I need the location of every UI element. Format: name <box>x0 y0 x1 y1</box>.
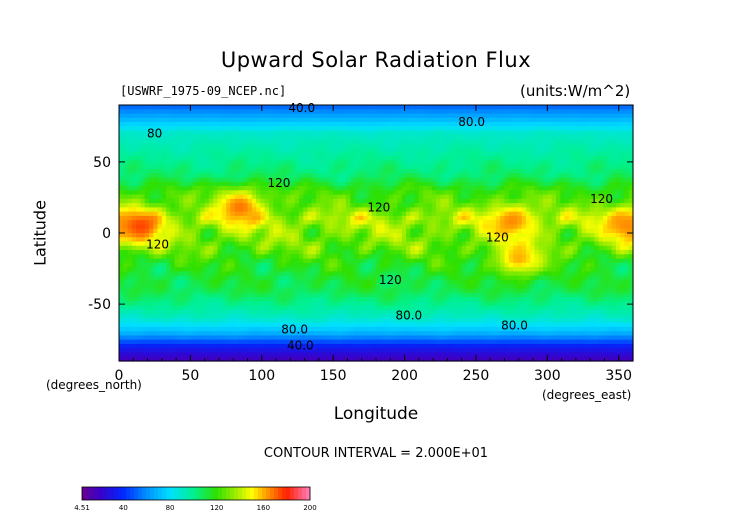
x-tick-label-5: 250 <box>463 368 490 384</box>
x-tick-label-6: 300 <box>534 368 561 384</box>
colorbar-tick-label-5: 200 <box>303 504 316 512</box>
x-tick-label-3: 150 <box>320 368 347 384</box>
colorbar-swatch <box>278 487 283 500</box>
colorbar-swatch <box>94 487 99 500</box>
y-tick-label-2: 50 <box>93 155 111 171</box>
colorbar-swatch <box>134 487 139 500</box>
y-unit-note: (degrees_east) <box>542 388 632 402</box>
colorbar-swatch <box>306 487 311 500</box>
contour-label-10: 80.0 <box>501 318 528 332</box>
contour-interval-label: CONTOUR INTERVAL = 2.000E+01 <box>263 446 489 461</box>
colorbar-tick-label-4: 160 <box>257 504 270 512</box>
colorbar-swatch <box>146 487 151 500</box>
colorbar-swatch <box>194 487 199 500</box>
source-file-label: [USWRF_1975-09_NCEP.nc] <box>120 84 287 98</box>
colorbar-tick-label-3: 120 <box>210 504 223 512</box>
colorbar-swatch <box>250 487 255 500</box>
colorbar-swatch <box>290 487 295 500</box>
contour-label-4: 120 <box>367 200 390 214</box>
contour-label-6: 120 <box>146 237 169 251</box>
colorbar-swatch <box>86 487 91 500</box>
colorbar-swatch <box>270 487 275 500</box>
colorbar-swatch <box>182 487 187 500</box>
contour-label-2: 80 <box>147 126 162 140</box>
colorbar-swatch <box>298 487 303 500</box>
colorbar-swatch <box>170 487 175 500</box>
colorbar-swatch <box>238 487 243 500</box>
contour-label-1: 80.0 <box>458 115 485 129</box>
colorbar-swatch <box>190 487 195 500</box>
contour-label-9: 80.0 <box>395 308 422 322</box>
colorbar-swatch <box>226 487 231 500</box>
colorbar-swatch <box>218 487 223 500</box>
colorbar-swatch <box>158 487 163 500</box>
colorbar-tick-label-2: 80 <box>166 504 175 512</box>
units-label: (units:W/m^2) <box>520 82 631 100</box>
colorbar-swatch <box>262 487 267 500</box>
colorbar-swatch <box>246 487 251 500</box>
colorbar-swatch <box>266 487 271 500</box>
y-tick-label-0: -50 <box>88 297 111 313</box>
colorbar-swatch <box>98 487 103 500</box>
colorbar-swatch <box>254 487 259 500</box>
contour-label-8: 120 <box>379 273 402 287</box>
colorbar-swatch <box>166 487 171 500</box>
x-tick-label-1: 50 <box>181 368 199 384</box>
colorbar-swatch <box>82 487 87 500</box>
colorbar-swatch <box>126 487 131 500</box>
contour-label-5: 120 <box>590 192 613 206</box>
colorbar-swatch <box>122 487 127 500</box>
colorbar-swatch <box>178 487 183 500</box>
contour-label-7: 120 <box>486 230 509 244</box>
colorbar-swatch <box>274 487 279 500</box>
colorbar-swatch <box>242 487 247 500</box>
x-tick-label-2: 100 <box>248 368 275 384</box>
colorbar-swatch <box>138 487 143 500</box>
contour-label-0: 40.0 <box>288 101 315 115</box>
colorbar-frame <box>81 486 311 501</box>
colorbar-swatch <box>142 487 147 500</box>
colorbar-swatch <box>174 487 179 500</box>
colorbar-swatch <box>162 487 167 500</box>
colorbar-swatch <box>258 487 263 500</box>
colorbar-swatch <box>154 487 159 500</box>
x-tick-label-0: 0 <box>115 368 124 384</box>
x-tick-label-7: 350 <box>605 368 632 384</box>
colorbar-swatch <box>214 487 219 500</box>
colorbar-swatch <box>302 487 307 500</box>
colorbar-swatch <box>210 487 215 500</box>
colorbar-swatch <box>222 487 227 500</box>
colorbar-swatch <box>186 487 191 500</box>
colorbar-swatch <box>206 487 211 500</box>
colorbar-swatch <box>114 487 119 500</box>
colorbar-swatch <box>230 487 235 500</box>
contour-label-3: 120 <box>267 176 290 190</box>
colorbar-swatch <box>150 487 155 500</box>
colorbar-swatch <box>110 487 115 500</box>
colorbar-swatch <box>202 487 207 500</box>
colorbar <box>81 486 311 501</box>
colorbar-swatch <box>130 487 135 500</box>
x-axis-label: Longitude <box>333 404 419 424</box>
colorbar-swatch <box>106 487 111 500</box>
colorbar-swatch <box>286 487 291 500</box>
colorbar-swatch <box>118 487 123 500</box>
colorbar-swatch <box>198 487 203 500</box>
colorbar-tick-label-0: 4.51 <box>74 504 90 512</box>
contour-label-12: 40.0 <box>287 338 314 352</box>
chart-title: Upward Solar Radiation Flux <box>220 48 532 72</box>
colorbar-swatch <box>102 487 107 500</box>
colorbar-swatch <box>294 487 299 500</box>
x-tick-label-4: 200 <box>391 368 418 384</box>
colorbar-tick-label-1: 40 <box>119 504 128 512</box>
heatmap-field <box>119 105 634 362</box>
colorbar-swatch <box>282 487 287 500</box>
x-unit-note: (degrees_north) <box>46 378 142 392</box>
y-tick-label-1: 0 <box>102 226 111 242</box>
colorbar-swatch <box>234 487 239 500</box>
contour-label-11: 80.0 <box>281 323 308 337</box>
colorbar-swatch <box>90 487 95 500</box>
